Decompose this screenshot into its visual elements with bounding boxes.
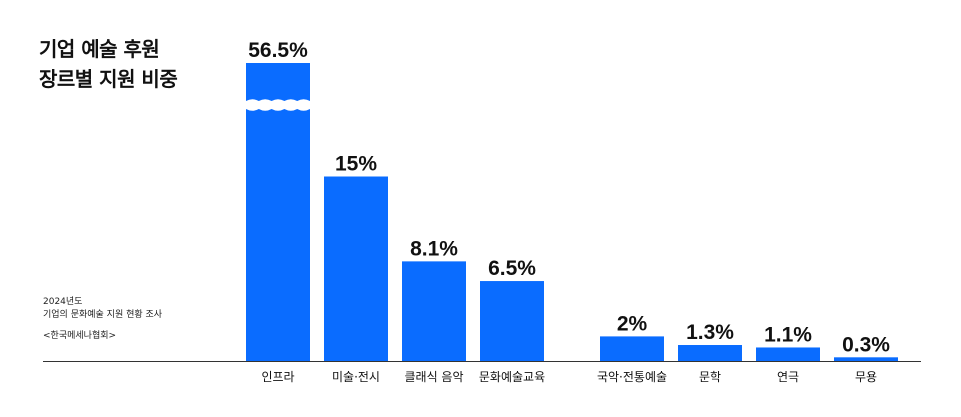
bar-6: [678, 345, 742, 361]
data-label-7: 1.1%: [764, 323, 812, 346]
bar-4: [480, 281, 544, 361]
source-note: 2024년도 기업의 문화예술 지원 현황 조사 <한국메세나협회>: [43, 296, 162, 343]
axis-break-mark: [246, 99, 310, 111]
data-label-5: 2%: [617, 312, 648, 335]
category-label-6: 문학: [699, 370, 721, 384]
data-label-2: 15%: [335, 153, 377, 176]
category-label-2: 미술·전시: [332, 370, 380, 384]
data-label-6: 1.3%: [686, 321, 734, 344]
title-line-2: 장르별 지원 비중: [39, 67, 178, 91]
data-label-3: 8.1%: [410, 237, 458, 260]
title-line-1: 기업 예술 후원: [39, 37, 160, 61]
data-label-8: 0.3%: [842, 333, 890, 356]
category-label-1: 인프라: [261, 370, 294, 384]
bar-2: [324, 176, 388, 361]
bar-8: [834, 357, 898, 361]
bar-1: [246, 63, 310, 361]
bars-group: 56.5% 인프라 15% 미술·전시 8.1% 클래식 음악 6.5% 문화예술교육 2% 국악…: [246, 39, 898, 384]
bar-7: [756, 347, 820, 361]
note-survey: 기업의 문화예술 지원 현황 조사: [43, 310, 163, 320]
category-label-8: 무용: [855, 370, 877, 384]
category-label-3: 클래식 음악: [404, 370, 463, 384]
category-label-4: 문화예술교육: [479, 370, 545, 384]
data-label-1: 56.5%: [248, 39, 308, 62]
chart-title: 기업 예술 후원 장르별 지원 비중: [39, 34, 178, 94]
note-year: 2024년도: [43, 297, 83, 307]
category-label-7: 연극: [777, 370, 799, 384]
category-label-5: 국악·전통예술: [597, 370, 667, 384]
bar-5: [600, 336, 664, 361]
note-source: <한국메세나협회>: [43, 331, 117, 341]
bar-3: [402, 261, 466, 361]
data-label-4: 6.5%: [488, 257, 536, 280]
